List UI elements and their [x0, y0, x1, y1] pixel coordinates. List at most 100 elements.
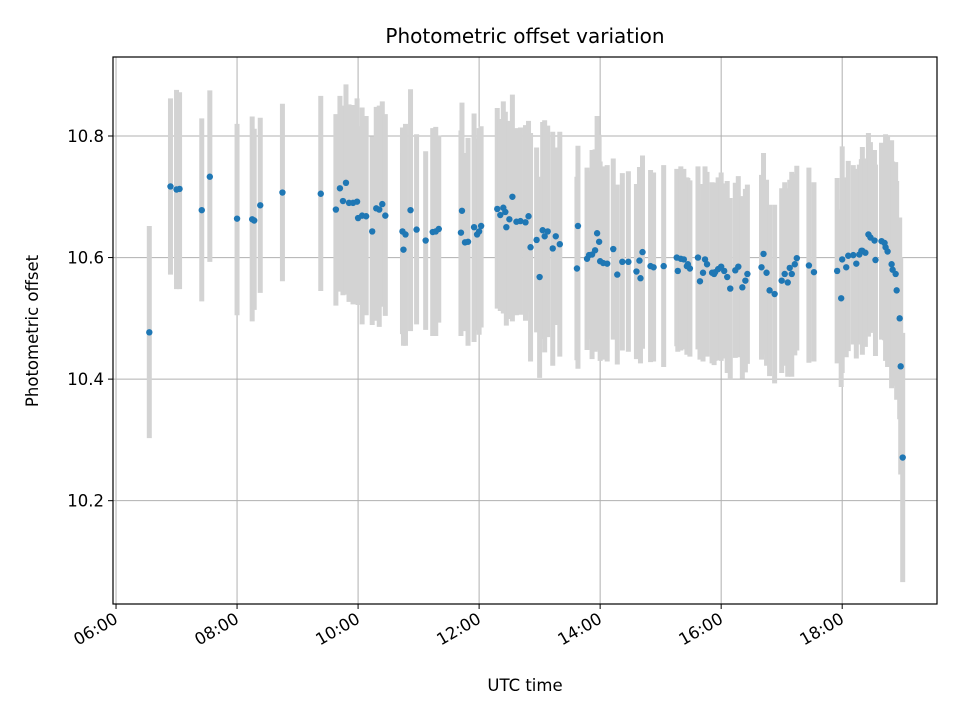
- data-point: [502, 208, 509, 216]
- data-point: [279, 189, 286, 196]
- data-point: [544, 228, 551, 235]
- data-point: [382, 212, 389, 219]
- y-tick-label: 10.6: [67, 249, 104, 268]
- data-point: [899, 454, 906, 461]
- data-point: [509, 193, 516, 200]
- x-axis-label: UTC time: [487, 676, 562, 695]
- plot-frame: [112, 56, 938, 605]
- data-point: [720, 267, 728, 275]
- data-point: [850, 251, 857, 259]
- data-point: [739, 284, 746, 291]
- data-point: [843, 264, 850, 271]
- data-point: [872, 256, 879, 264]
- data-point: [724, 273, 731, 281]
- data-point: [791, 261, 798, 268]
- data-point: [541, 233, 548, 240]
- data-point: [379, 200, 386, 208]
- data-point: [833, 267, 841, 275]
- data-point: [793, 254, 801, 262]
- data-point: [744, 270, 751, 278]
- data-point: [250, 217, 258, 224]
- data-point: [400, 246, 407, 253]
- data-point: [146, 329, 153, 336]
- data-point: [517, 217, 524, 225]
- y-tick-label: 10.8: [67, 127, 104, 146]
- data-point: [503, 223, 510, 231]
- data-point: [674, 267, 681, 275]
- data-point: [198, 206, 205, 214]
- data-point: [536, 273, 543, 281]
- data-point: [758, 264, 765, 271]
- data-point: [845, 252, 852, 259]
- data-point: [694, 254, 702, 261]
- data-point: [522, 219, 529, 226]
- data-point: [763, 269, 770, 276]
- data-point: [766, 287, 773, 294]
- data-point: [176, 185, 183, 193]
- data-point: [376, 206, 383, 213]
- data-point: [413, 226, 420, 233]
- data-point: [810, 268, 818, 276]
- data-point: [342, 179, 350, 187]
- data-point: [788, 270, 795, 278]
- data-point: [771, 290, 778, 298]
- data-point: [539, 227, 546, 234]
- data-point: [701, 256, 709, 263]
- data-point: [494, 205, 501, 213]
- data-point: [477, 222, 485, 230]
- data-point: [610, 245, 617, 253]
- data-point: [703, 261, 711, 268]
- data-point: [781, 270, 788, 278]
- data-point: [837, 295, 845, 302]
- data-point: [893, 287, 900, 294]
- data-point: [573, 265, 581, 272]
- data-point: [233, 215, 241, 222]
- data-point: [680, 256, 688, 263]
- data-point: [696, 278, 704, 285]
- data-point: [888, 261, 895, 268]
- data-point: [475, 228, 483, 235]
- data-point: [362, 213, 370, 220]
- data-point: [660, 262, 667, 270]
- data-point: [525, 213, 532, 220]
- data-point: [457, 229, 465, 236]
- data-point: [633, 268, 640, 275]
- data-point: [339, 197, 347, 205]
- data-point: [735, 263, 742, 270]
- data-point: [897, 363, 904, 370]
- data-point: [435, 225, 442, 233]
- data-point: [591, 247, 599, 254]
- y-tick-label: 10.4: [67, 370, 104, 389]
- data-point: [422, 237, 429, 244]
- y-tick-label: 10.2: [67, 492, 104, 511]
- data-point: [619, 258, 626, 266]
- data-point: [625, 258, 632, 266]
- data-point: [497, 211, 504, 219]
- data-point: [896, 315, 903, 322]
- data-point: [853, 260, 860, 267]
- chart-title: Photometric offset variation: [385, 24, 664, 48]
- data-point: [556, 240, 563, 248]
- data-points: [146, 173, 906, 461]
- data-point: [336, 185, 344, 192]
- data-point: [614, 271, 621, 278]
- data-point: [407, 206, 414, 214]
- data-point: [533, 236, 540, 244]
- data-point: [892, 270, 899, 278]
- data-point: [527, 244, 534, 251]
- data-point: [639, 248, 646, 256]
- data-point: [369, 228, 376, 235]
- data-point: [506, 216, 513, 223]
- data-point: [470, 223, 478, 231]
- data-point: [727, 285, 734, 292]
- data-point: [353, 198, 361, 205]
- data-point: [574, 222, 582, 230]
- data-point: [778, 277, 785, 284]
- data-point: [784, 279, 791, 286]
- data-point: [595, 238, 603, 245]
- data-point: [637, 275, 644, 282]
- y-axis-label: Photometric offset: [23, 254, 42, 407]
- data-point: [402, 231, 409, 238]
- data-point: [167, 183, 174, 190]
